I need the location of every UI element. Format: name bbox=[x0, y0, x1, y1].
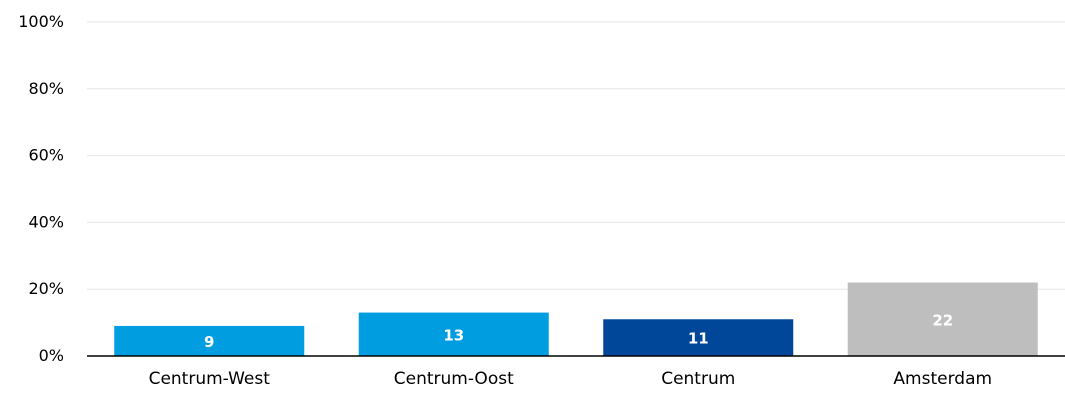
x-tick-label: Amsterdam bbox=[893, 369, 992, 389]
x-tick-label: Centrum-Oost bbox=[394, 369, 514, 389]
y-axis-tick-labels: 0% 20% 40% 60% 80% 100% bbox=[18, 12, 64, 365]
x-tick-label: Centrum-West bbox=[149, 369, 271, 389]
bars bbox=[114, 282, 1038, 356]
data-label: 13 bbox=[443, 326, 464, 344]
data-label: 11 bbox=[688, 330, 709, 348]
x-tick-label: Centrum bbox=[661, 369, 735, 389]
bar-centrum bbox=[603, 319, 794, 356]
data-labels: 9 13 11 22 bbox=[204, 311, 953, 351]
x-axis-tick-labels: Centrum-West Centrum-Oost Centrum Amsterdam bbox=[149, 369, 992, 389]
bar-centrum-oost bbox=[358, 312, 549, 356]
y-tick-label: 40% bbox=[28, 212, 64, 231]
gridlines bbox=[87, 21, 1065, 290]
y-tick-label: 0% bbox=[39, 346, 64, 365]
y-tick-label: 80% bbox=[28, 79, 64, 98]
bar-centrum-west bbox=[114, 325, 305, 356]
y-tick-label: 60% bbox=[28, 146, 64, 165]
y-tick-label: 20% bbox=[28, 279, 64, 298]
data-label: 22 bbox=[932, 311, 953, 329]
bar-amsterdam bbox=[847, 282, 1038, 356]
y-tick-label: 100% bbox=[18, 12, 64, 31]
data-label: 9 bbox=[204, 333, 214, 351]
